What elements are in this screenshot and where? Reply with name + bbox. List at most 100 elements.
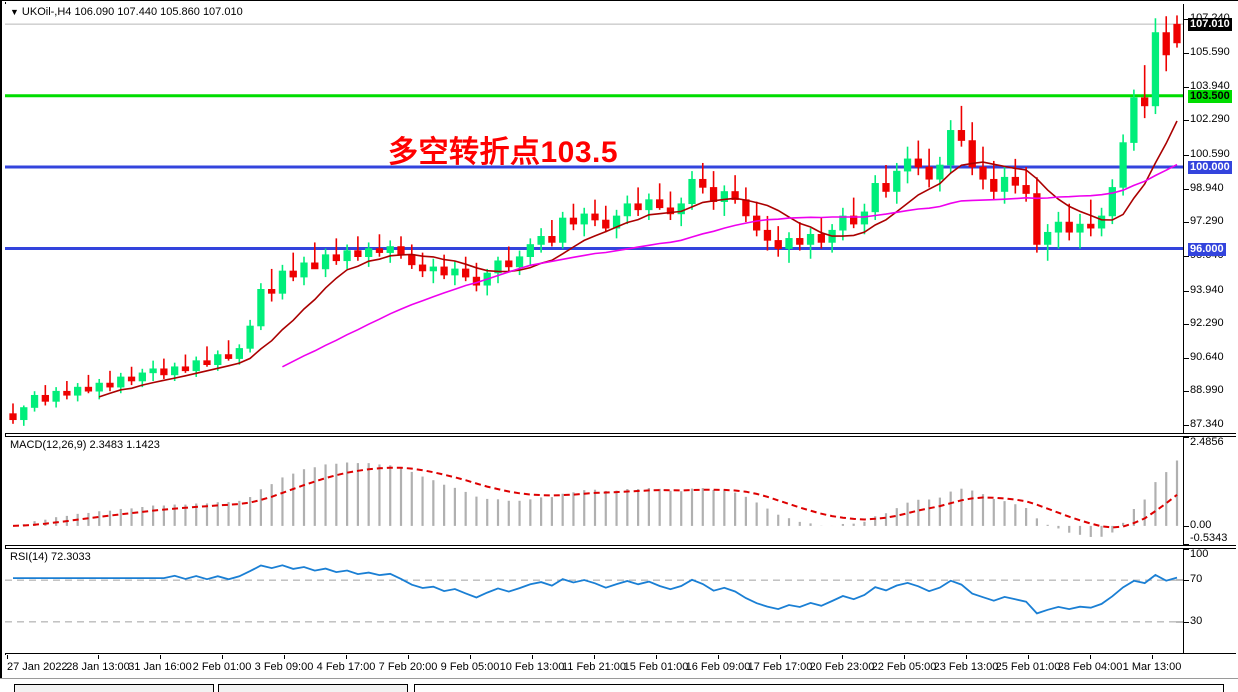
price-axis-label: 100.590 xyxy=(1190,148,1230,160)
time-axis-tick xyxy=(1152,655,1153,659)
price-axis-label: 105.590 xyxy=(1190,46,1230,59)
time-axis-label: 9 Feb 05:00 xyxy=(440,661,500,673)
rsi-axis-label: 70 xyxy=(1190,573,1203,586)
price-axis-label: 97.290 xyxy=(1190,215,1224,228)
rsi-axis-tick xyxy=(1184,580,1189,582)
rsi-axis-tick xyxy=(1184,621,1189,623)
rsi-pane[interactable]: RSI(14) 72.3033 100 70 30 xyxy=(5,548,1236,654)
current-price-tag[interactable]: 107.010 xyxy=(1188,18,1232,32)
price-axis-tick xyxy=(1184,255,1189,257)
macd-axis-tick xyxy=(1184,525,1189,527)
price-pane-title: ▼ UKOil-,H4 106.090 107.440 105.860 107.0… xyxy=(10,6,243,18)
time-axis-label: 17 Feb 17:00 xyxy=(747,661,813,673)
rsi-level-stub xyxy=(1176,620,1183,623)
rsi-svg xyxy=(5,564,1183,623)
price-level-tag[interactable]: 100.000 xyxy=(1188,161,1232,175)
time-axis-tick xyxy=(594,655,595,659)
time-axis-label: 2 Feb 01:00 xyxy=(192,661,252,673)
price-pane[interactable]: ▼ UKOil-,H4 106.090 107.440 105.860 107.0… xyxy=(5,4,1236,434)
price-axis-tick xyxy=(1184,324,1189,326)
macd-axis-label: 0.00 xyxy=(1190,518,1212,531)
price-axis-label: 90.640 xyxy=(1190,350,1224,363)
time-axis-tick xyxy=(470,655,471,659)
time-axis-label: 7 Feb 20:00 xyxy=(378,661,438,673)
price-axis-tick xyxy=(1184,188,1189,190)
price-axis-tick xyxy=(1184,120,1189,122)
macd-axis-tick xyxy=(1184,544,1189,545)
time-axis[interactable]: 27 Jan 2022 28 Jan 13:00 31 Jan 16:00 2 Feb… xyxy=(5,655,1236,677)
macd-pane-title: MACD(12,26,9) 2.3483 1.1423 xyxy=(10,439,160,451)
price-candlestick-svg xyxy=(5,15,1183,426)
price-axis-tick xyxy=(1184,19,1189,21)
collapse-caret-icon[interactable]: ▼ xyxy=(10,7,19,18)
time-axis-label: 11 Feb 21:00 xyxy=(561,661,627,673)
rsi-axis-label: 100 xyxy=(1190,548,1209,560)
time-axis-tick xyxy=(98,655,99,659)
time-axis-tick xyxy=(842,655,843,659)
price-axis-label: 103.940 xyxy=(1190,79,1230,92)
price-axis-tick xyxy=(1184,391,1189,393)
price-axis-label: 92.290 xyxy=(1190,317,1224,330)
price-level-tag[interactable]: 103.500 xyxy=(1188,89,1232,103)
time-axis-tick xyxy=(532,655,533,659)
time-axis-label: 25 Feb 01:00 xyxy=(995,661,1061,673)
time-axis-label: 1 Mar 13:00 xyxy=(1122,661,1182,673)
time-axis-tick xyxy=(284,655,285,659)
rsi-plot-area[interactable] xyxy=(5,549,1183,653)
bottom-taskbar[interactable] xyxy=(0,678,1238,692)
time-axis-label: 16 Feb 09:00 xyxy=(685,661,751,673)
price-axis-label: 93.940 xyxy=(1190,283,1224,296)
time-axis-tick xyxy=(408,655,409,659)
taskbar-status-strip[interactable] xyxy=(414,684,1224,692)
price-axis-label: 98.940 xyxy=(1190,181,1224,194)
rsi-axis[interactable]: 100 70 30 xyxy=(1176,548,1236,653)
time-axis-tick xyxy=(1090,655,1091,659)
macd-axis-label: 2.4856 xyxy=(1190,436,1224,448)
time-axis-tick xyxy=(7,655,8,659)
time-axis-label: 10 Feb 13:00 xyxy=(499,661,565,673)
time-axis-tick xyxy=(222,655,223,659)
time-axis-label: 27 Jan 2022 xyxy=(7,661,68,673)
time-axis-label: 15 Feb 01:00 xyxy=(623,661,689,673)
time-axis-tick xyxy=(1028,655,1029,659)
price-axis-label: 88.990 xyxy=(1190,384,1224,397)
price-axis-tick xyxy=(1184,86,1189,88)
time-axis-label: 4 Feb 17:00 xyxy=(316,661,376,673)
macd-plot-area[interactable] xyxy=(5,437,1183,545)
price-level-tag[interactable]: 96.000 xyxy=(1188,242,1226,256)
price-plot-area[interactable] xyxy=(5,4,1183,433)
time-axis-tick xyxy=(904,655,905,659)
time-axis-label: 3 Feb 09:00 xyxy=(254,661,314,673)
time-axis-label: 22 Feb 05:00 xyxy=(871,661,937,673)
taskbar-tab-2[interactable] xyxy=(218,684,408,692)
time-axis-tick xyxy=(966,655,967,659)
time-axis-tick xyxy=(718,655,719,659)
time-axis-tick xyxy=(160,655,161,659)
price-axis-tick xyxy=(1184,357,1189,359)
macd-pane[interactable]: MACD(12,26,9) 2.3483 1.1423 2.4856 0.00 -0… xyxy=(5,436,1236,546)
rsi-axis-label: 30 xyxy=(1190,614,1203,627)
price-axis[interactable]: 107.240105.590103.940102.290100.59098.94… xyxy=(1183,4,1236,433)
price-axis-tick xyxy=(1184,222,1189,224)
rsi-level-stub xyxy=(1176,579,1183,582)
macd-svg xyxy=(12,460,1179,537)
time-axis-label: 23 Feb 13:00 xyxy=(933,661,999,673)
macd-axis[interactable]: 2.4856 0.00 -0.5343 xyxy=(1183,437,1236,545)
time-axis-label: 31 Jan 16:00 xyxy=(128,661,192,673)
time-axis-tick xyxy=(656,655,657,659)
price-pane-title-text: UKOil-,H4 106.090 107.440 105.860 107.01… xyxy=(21,6,243,18)
macd-axis-tick xyxy=(1184,437,1189,438)
price-axis-label: 87.340 xyxy=(1190,418,1224,431)
time-axis-tick xyxy=(780,655,781,659)
price-axis-tick xyxy=(1184,155,1189,156)
taskbar-tab-1[interactable] xyxy=(14,684,214,692)
time-axis-label: 28 Feb 04:00 xyxy=(1057,661,1123,673)
rsi-axis-tick xyxy=(1184,549,1189,550)
price-axis-tick xyxy=(1184,290,1189,292)
rsi-pane-title: RSI(14) 72.3033 xyxy=(10,551,91,563)
chart-annotation-label: 多空转折点103.5 xyxy=(388,136,619,169)
price-axis-label: 102.290 xyxy=(1190,113,1230,126)
macd-axis-label: -0.5343 xyxy=(1190,532,1228,544)
time-axis-label: 28 Jan 13:00 xyxy=(66,661,130,673)
